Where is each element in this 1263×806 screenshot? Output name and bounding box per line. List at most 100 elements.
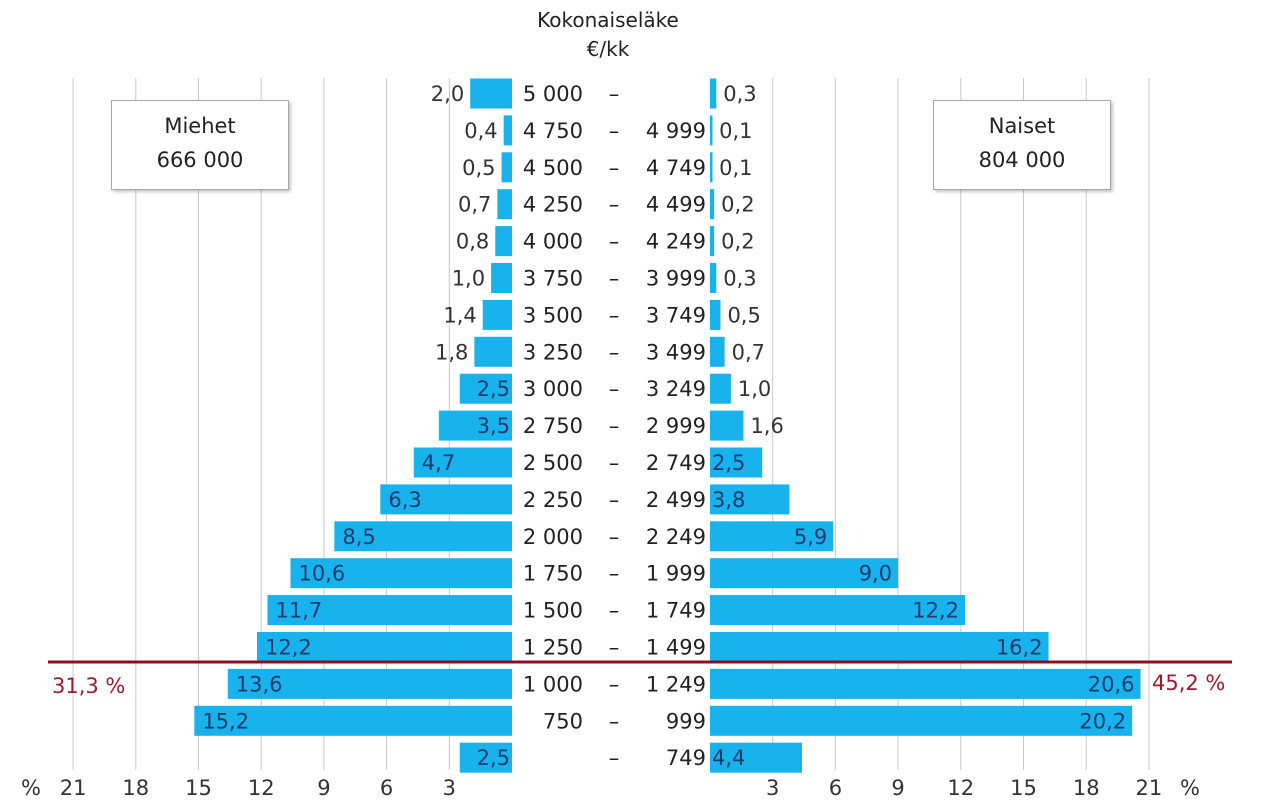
x-axis-ticks: 3 3 6 6 9 9 12 12 15 15 18 18 21 21%% (21, 776, 1200, 800)
value-labels: 2,00,4 0,5 0,7 0,8 1,0 1,4 1,8 2,5 3,5 4,76,3 8,5 1… (202, 82, 1134, 770)
category-dash-3: – (609, 193, 620, 217)
category-to-16: 1 249 (646, 672, 706, 696)
value-label-left-8: 2,5 (477, 377, 510, 401)
title-line-2: €/kk (586, 37, 630, 61)
category-dash-16: – (609, 672, 620, 696)
tick-right-18: 18 (1073, 776, 1100, 800)
category-from-0: 5 000 (523, 82, 583, 106)
value-label-left-2: 0,5 (462, 156, 495, 180)
category-to-6: 3 749 (646, 303, 706, 327)
category-dash-0: – (609, 82, 620, 106)
category-to-4: 4 249 (646, 230, 706, 254)
value-label-right-1: 0,1 (719, 119, 752, 143)
category-dash-17: – (609, 709, 620, 733)
bar-left-10 (413, 447, 512, 478)
bar-left-6 (482, 299, 512, 330)
gridlines (72, 78, 1150, 770)
bar-right-9 (710, 410, 744, 441)
tick-right-12: 12 (947, 776, 974, 800)
women-below-threshold-label: 45,2 % (1152, 671, 1226, 695)
category-dash-8: – (609, 377, 620, 401)
bar-right-2 (710, 152, 713, 183)
category-from-10: 2 500 (523, 451, 583, 475)
value-label-left-4: 0,8 (456, 230, 489, 254)
tick-right-3: 3 (766, 776, 779, 800)
bar-right-15 (710, 632, 1049, 662)
bar-right-6 (710, 299, 721, 330)
bar-right-12 (710, 521, 834, 552)
tick-left-3: 3 (443, 776, 456, 800)
value-label-left-12: 8,5 (342, 525, 375, 549)
value-label-right-4: 0,2 (721, 230, 754, 254)
category-from-7: 3 250 (523, 340, 583, 364)
value-label-right-13: 9,0 (859, 562, 892, 586)
value-label-left-5: 1,0 (452, 267, 485, 291)
value-label-right-3: 0,2 (721, 193, 754, 217)
value-label-right-8: 1,0 (738, 377, 771, 401)
bars (194, 78, 1141, 773)
bar-right-16 (710, 668, 1141, 699)
value-label-right-11: 3,8 (712, 488, 745, 512)
bar-right-7 (710, 336, 725, 367)
category-dash-13: – (609, 562, 620, 586)
bar-right-17 (710, 705, 1133, 736)
title-line-1: Kokonaiseläke (537, 8, 679, 32)
category-to-1: 4 999 (646, 119, 706, 143)
category-to-13: 1 999 (646, 562, 706, 586)
bar-right-1 (710, 115, 713, 146)
value-label-left-16: 13,6 (236, 672, 283, 696)
category-dash-11: – (609, 488, 620, 512)
bar-left-7 (474, 336, 512, 367)
bar-right-0 (710, 78, 717, 109)
legend-men-count: 666 000 (156, 148, 244, 172)
bar-right-3 (710, 189, 715, 220)
category-from-17: 750 (543, 709, 583, 733)
bar-right-18 (710, 742, 802, 773)
category-dash-2: – (609, 156, 620, 180)
tick-left-6: 6 (380, 776, 393, 800)
category-from-4: 4 000 (523, 230, 583, 254)
value-label-right-2: 0,1 (719, 156, 752, 180)
bar-right-8 (710, 373, 731, 404)
category-dash-9: – (609, 414, 620, 438)
bar-left-13 (290, 558, 512, 589)
value-label-left-11: 6,3 (388, 488, 421, 512)
category-dash-1: – (609, 119, 620, 143)
bar-left-2 (501, 152, 512, 183)
bar-left-0 (470, 78, 512, 109)
value-label-right-14: 12,2 (912, 599, 959, 623)
legend-men-name: Miehet (164, 114, 236, 138)
category-to-18: 749 (666, 746, 706, 770)
category-from-2: 4 500 (523, 156, 583, 180)
value-label-left-0: 2,0 (431, 82, 464, 106)
bar-left-15 (257, 632, 512, 662)
category-dash-14: – (609, 599, 620, 623)
category-dash-4: – (609, 230, 620, 254)
category-to-14: 1 749 (646, 599, 706, 623)
value-label-right-10: 2,5 (712, 451, 745, 475)
value-label-right-7: 0,7 (732, 340, 765, 364)
value-label-left-14: 11,7 (275, 599, 322, 623)
category-to-17: 999 (666, 709, 706, 733)
tick-left-9: 9 (317, 776, 330, 800)
value-label-left-7: 1,8 (435, 340, 468, 364)
value-label-left-6: 1,4 (443, 303, 476, 327)
tick-left-18: 18 (122, 776, 149, 800)
value-label-right-0: 0,3 (723, 82, 756, 106)
legend-women-box: Naiset 804 000 (933, 100, 1111, 190)
category-from-11: 2 250 (523, 488, 583, 512)
bar-left-18 (459, 742, 512, 773)
tick-left-21: 21 (60, 776, 87, 800)
category-from-14: 1 500 (523, 599, 583, 623)
category-from-3: 4 250 (523, 193, 583, 217)
category-to-12: 2 249 (646, 525, 706, 549)
category-to-15: 1 499 (646, 636, 706, 660)
category-to-8: 3 249 (646, 377, 706, 401)
value-label-right-12: 5,9 (794, 525, 827, 549)
value-label-right-5: 0,3 (723, 267, 756, 291)
category-to-3: 4 499 (646, 193, 706, 217)
bar-left-5 (491, 263, 512, 293)
unit-left: % (21, 776, 41, 800)
category-dash-7: – (609, 340, 620, 364)
